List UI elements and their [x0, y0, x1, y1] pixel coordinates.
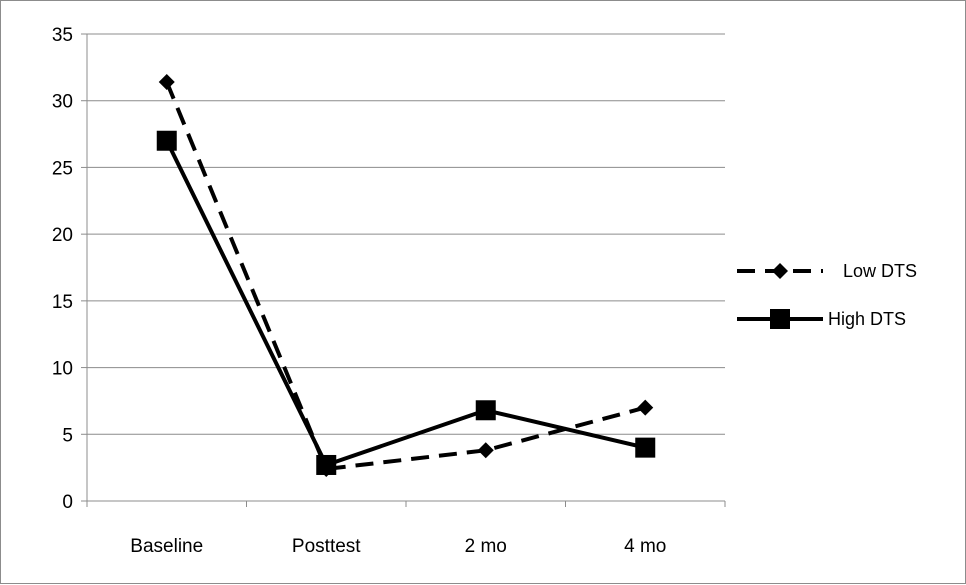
- legend-marker: [770, 309, 790, 329]
- series: [156, 74, 656, 477]
- grid-lines: [87, 33, 725, 435]
- legend-marker: [772, 263, 788, 279]
- data-point: [316, 454, 337, 475]
- axes: [81, 33, 726, 507]
- legend-label: High DTS: [828, 309, 906, 329]
- data-point: [475, 400, 496, 421]
- y-tick-label: 10: [52, 359, 73, 380]
- legend-item: High DTS: [737, 309, 906, 329]
- y-tick-label: 0: [62, 492, 73, 513]
- data-point: [477, 442, 494, 459]
- data-point: [637, 399, 654, 416]
- x-tick-label: 2 mo: [465, 536, 507, 557]
- y-tick-label: 15: [52, 292, 73, 313]
- legend: Low DTS High DTS: [737, 261, 917, 329]
- legend-label: Low DTS: [843, 261, 917, 281]
- y-tick-label: 35: [52, 25, 73, 46]
- series-line: [164, 139, 646, 467]
- legend-item: Low DTS: [737, 261, 917, 281]
- data-point: [156, 130, 177, 151]
- data-point: [158, 74, 175, 91]
- x-tick-label: 4 mo: [624, 536, 666, 557]
- series-high-dts: [156, 130, 656, 475]
- y-tick-label: 30: [52, 92, 73, 113]
- y-tick-label: 20: [52, 225, 73, 246]
- y-tick-label: 25: [52, 158, 73, 179]
- data-point: [635, 437, 656, 458]
- series-line: [164, 81, 646, 471]
- x-tick-label: Baseline: [130, 536, 203, 557]
- x-tick-label: Posttest: [292, 536, 361, 557]
- y-tick-label: 5: [62, 425, 73, 446]
- y-tick-labels: 0 5 10 15 20 25 30 35: [52, 25, 73, 513]
- x-tick-labels: Baseline Posttest 2 mo 4 mo: [130, 536, 666, 557]
